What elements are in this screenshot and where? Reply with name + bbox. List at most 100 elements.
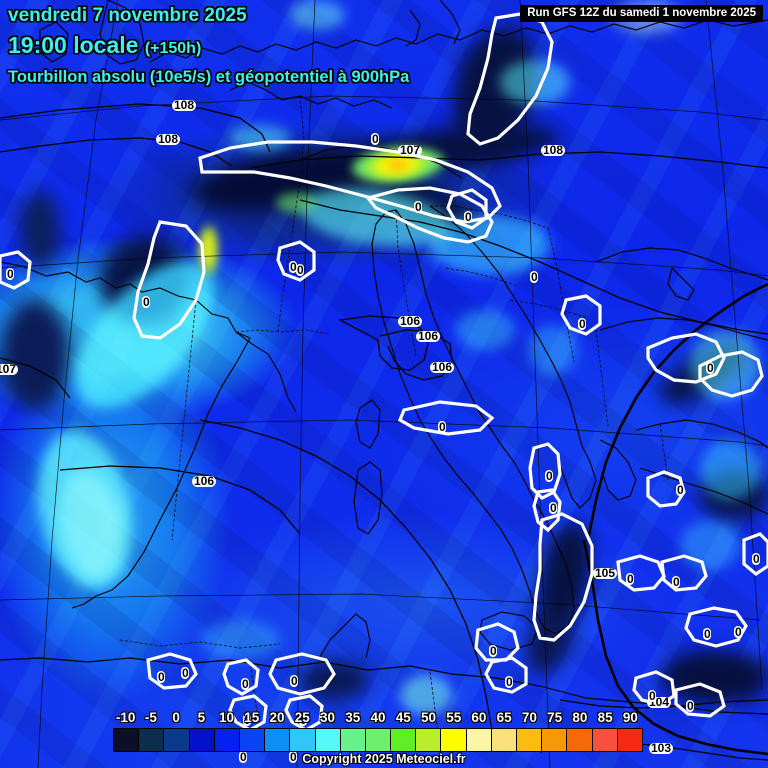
- geopotential-label: 108: [156, 132, 181, 146]
- zero-vorticity-label: 0: [464, 210, 473, 224]
- zero-vorticity-label: 0: [181, 666, 190, 680]
- zero-vorticity-label: 0: [289, 750, 298, 764]
- parameter-label: Tourbillon absolu (10e5/s) et géopotenti…: [8, 68, 410, 86]
- colorbar-swatch: [567, 729, 593, 751]
- forecast-time-label: 19:00 locale (+150h): [8, 32, 201, 59]
- zero-vorticity-label: 0: [438, 420, 447, 434]
- zero-vorticity-contours: [0, 12, 768, 732]
- geopotential-label: 107: [0, 363, 19, 375]
- zero-vorticity-label: 0: [549, 501, 558, 515]
- colorbar-swatch: [592, 729, 618, 751]
- colorbar-tick: 55: [446, 710, 462, 725]
- colorbar-swatch: [491, 729, 517, 751]
- colorbar-tick: 5: [197, 710, 206, 725]
- colorbar-tick: 90: [622, 710, 638, 725]
- colorbar-tick: 45: [395, 710, 411, 725]
- zero-vorticity-label: 0: [6, 267, 15, 281]
- colorbar-swatch: [542, 729, 568, 751]
- colorbar-swatch: [441, 729, 467, 751]
- zero-vorticity-label: 0: [686, 699, 695, 713]
- colorbar-tick: 75: [547, 710, 563, 725]
- zero-vorticity-label: 0: [243, 713, 252, 727]
- zero-vorticity-label: 0: [703, 627, 712, 641]
- zero-vorticity-label: 0: [290, 674, 299, 688]
- colorbar-tick: 40: [370, 710, 386, 725]
- forecast-time-value: 19:00 locale: [8, 32, 139, 58]
- geopotential-label: 105: [593, 566, 618, 580]
- colorbar-swatch: [214, 729, 240, 751]
- colorbar-swatch: [340, 729, 366, 751]
- colorbar-tick: 10: [219, 710, 235, 725]
- zero-vorticity-label: 0: [239, 750, 248, 764]
- zero-vorticity-label: 0: [414, 200, 423, 214]
- colorbar-tick: 35: [345, 710, 361, 725]
- zero-vorticity-label: 0: [505, 675, 514, 689]
- colorbar-tick-labels: -10 -5 0 5 10 15 20 25 30 35 40 45 50 55 60 65 70 75 80 85 9…: [0, 710, 768, 727]
- colorbar-swatch: [391, 729, 417, 751]
- zero-vorticity-label: 0: [648, 689, 657, 703]
- colorbar-tick: 70: [521, 710, 537, 725]
- colorbar-tick: 30: [320, 710, 336, 725]
- zero-vorticity-label: 0: [371, 132, 380, 146]
- geopotential-contours: [0, 103, 768, 761]
- geopotential-label: 106: [430, 360, 455, 374]
- colorbar-swatch: [617, 729, 642, 751]
- colorbar-swatch: [189, 729, 215, 751]
- zero-vorticity-label: 0: [489, 644, 498, 658]
- geopotential-label: 103: [649, 741, 674, 755]
- zero-vorticity-label: 0: [530, 270, 539, 284]
- colorbar-swatch: [416, 729, 442, 751]
- colorbar[interactable]: [113, 728, 643, 752]
- coastlines: [0, 0, 768, 715]
- national-borders: [119, 95, 669, 763]
- zero-vorticity-label: 0: [299, 713, 308, 727]
- colorbar-tick: 0: [172, 710, 180, 725]
- zero-vorticity-label: 0: [626, 572, 635, 586]
- zero-vorticity-label: 0: [706, 361, 715, 375]
- zero-vorticity-label: 0: [545, 469, 554, 483]
- colorbar-swatch: [239, 729, 266, 751]
- zero-vorticity-label: 0: [734, 625, 743, 639]
- zero-vorticity-label: 0: [241, 677, 250, 691]
- colorbar-tick: 80: [572, 710, 588, 725]
- geopotential-label: 106: [398, 314, 423, 328]
- colorbar-swatch: [315, 729, 341, 751]
- colorbar-swatch: [265, 729, 291, 751]
- geopotential-label: 107: [398, 143, 423, 157]
- forecast-date-label: vendredi 7 novembre 2025: [8, 5, 247, 26]
- geopotential-label: 106: [416, 329, 441, 343]
- zero-vorticity-label: 0: [296, 263, 305, 277]
- forecast-lead-time: (+150h): [144, 40, 202, 57]
- colorbar-swatch: [114, 729, 140, 751]
- colorbar-tick: 65: [496, 710, 512, 725]
- colorbar-tick: 15: [244, 710, 260, 725]
- zero-vorticity-label: 0: [157, 670, 166, 684]
- colorbar-tick: 85: [597, 710, 613, 725]
- colorbar-tick: -10: [115, 710, 136, 725]
- model-run-badge: Run GFS 12Z du samedi 1 novembre 2025: [520, 5, 763, 22]
- colorbar-tick: 50: [420, 710, 436, 725]
- colorbar-swatch: [139, 729, 165, 751]
- geopotential-label: 108: [172, 98, 197, 112]
- colorbar-swatch: [517, 729, 543, 751]
- colorbar-tick: 20: [269, 710, 285, 725]
- zero-vorticity-label: 0: [672, 575, 681, 589]
- geopotential-label: 106: [192, 474, 217, 488]
- zero-vorticity-label: 0: [676, 483, 685, 497]
- colorbar-swatch: [164, 729, 190, 751]
- zero-vorticity-label: 0: [752, 552, 761, 566]
- geopotential-label: 108: [541, 143, 566, 157]
- zero-vorticity-label: 0: [142, 295, 151, 309]
- colorbar-tick: 25: [294, 710, 310, 725]
- zero-vorticity-label: 0: [578, 317, 587, 331]
- colorbar-tick: -5: [144, 710, 157, 725]
- colorbar-swatch: [466, 729, 492, 751]
- colorbar-swatch: [290, 729, 316, 751]
- colorbar-swatch: [365, 729, 392, 751]
- zero-vorticity-label: 0: [289, 260, 298, 274]
- colorbar-tick: 60: [471, 710, 487, 725]
